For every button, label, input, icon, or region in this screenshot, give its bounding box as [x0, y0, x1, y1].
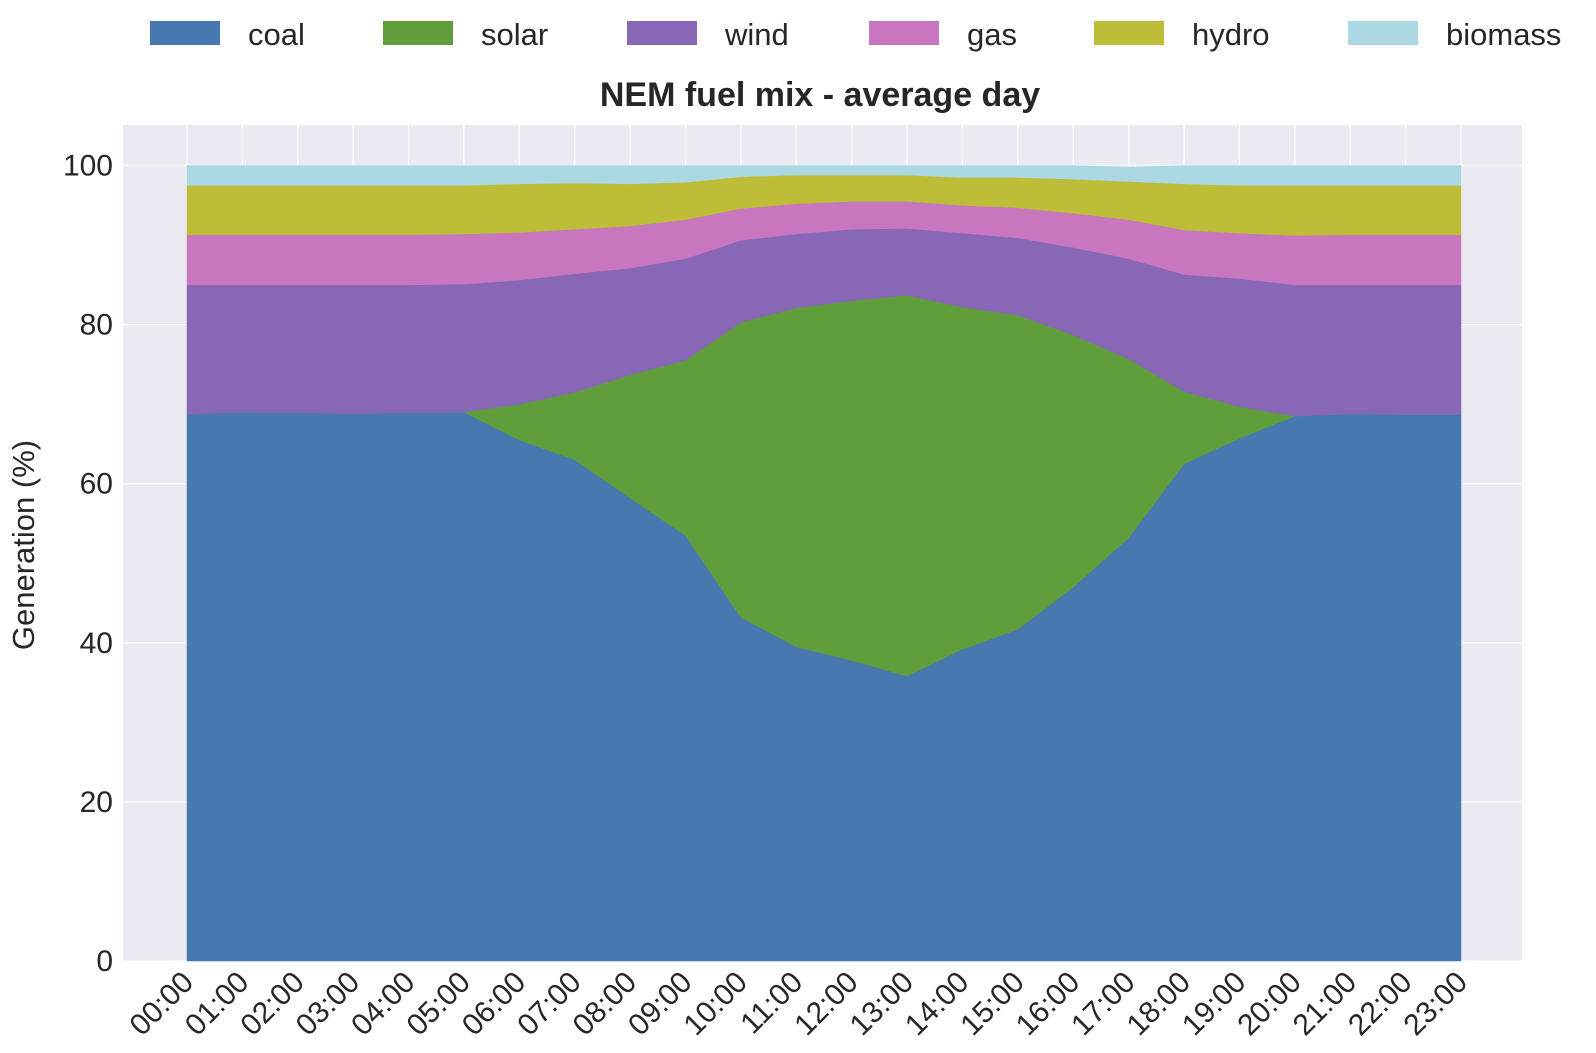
x-tick-label: 07:00 — [511, 966, 587, 1042]
legend-label-hydro: hydro — [1192, 17, 1270, 52]
x-tick-label: 03:00 — [290, 966, 366, 1042]
y-axis-label: Generation (%) — [6, 440, 41, 650]
x-tick-label: 19:00 — [1176, 966, 1252, 1042]
legend-swatch-solar — [383, 21, 453, 45]
y-tick-label: 40 — [80, 627, 113, 660]
legend-swatch-gas — [869, 21, 939, 45]
legend-swatch-biomass — [1348, 21, 1418, 45]
legend-swatch-wind — [627, 21, 697, 45]
x-tick-label: 08:00 — [567, 966, 643, 1042]
y-tick-label: 60 — [80, 468, 113, 501]
x-tick-label: 12:00 — [788, 966, 864, 1042]
x-tick-label: 16:00 — [1010, 966, 1086, 1042]
y-tick-label: 20 — [80, 786, 113, 819]
x-tick-label: 09:00 — [622, 966, 698, 1042]
legend-label-solar: solar — [481, 17, 548, 52]
x-tick-label: 13:00 — [844, 966, 920, 1042]
x-tick-label: 00:00 — [124, 966, 200, 1042]
y-tick-label: 100 — [63, 150, 113, 183]
x-tick-labels: 00:0001:0002:0003:0004:0005:0006:0007:00… — [124, 966, 1474, 1042]
x-tick-label: 06:00 — [456, 966, 532, 1042]
x-tick-label: 04:00 — [345, 966, 421, 1042]
y-tick-label: 80 — [80, 309, 113, 342]
x-tick-label: 15:00 — [954, 966, 1030, 1042]
x-tick-label: 01:00 — [179, 966, 255, 1042]
chart-title: NEM fuel mix - average day — [600, 76, 1040, 114]
y-tick-labels: 0 20 40 60 80 100 — [63, 150, 113, 979]
legend: coal solar wind gas hydro biomass — [150, 17, 1561, 52]
legend-label-coal: coal — [248, 17, 305, 52]
x-tick-label: 17:00 — [1065, 966, 1141, 1042]
legend-label-wind: wind — [724, 17, 789, 52]
x-tick-label: 21:00 — [1287, 966, 1363, 1042]
legend-swatch-hydro — [1094, 21, 1164, 45]
stacked-areas — [186, 165, 1462, 962]
legend-label-biomass: biomass — [1446, 17, 1561, 52]
area-biomass — [186, 165, 1462, 186]
x-tick-label: 05:00 — [400, 966, 476, 1042]
x-tick-label: 10:00 — [677, 966, 753, 1042]
y-tick-label: 0 — [96, 945, 113, 978]
x-tick-label: 20:00 — [1231, 966, 1307, 1042]
x-tick-label: 14:00 — [899, 966, 975, 1042]
x-tick-label: 22:00 — [1342, 966, 1418, 1042]
x-tick-label: 02:00 — [234, 966, 310, 1042]
x-tick-label: 23:00 — [1398, 966, 1474, 1042]
legend-swatch-coal — [150, 21, 220, 45]
x-tick-label: 18:00 — [1121, 966, 1197, 1042]
legend-label-gas: gas — [967, 17, 1017, 52]
